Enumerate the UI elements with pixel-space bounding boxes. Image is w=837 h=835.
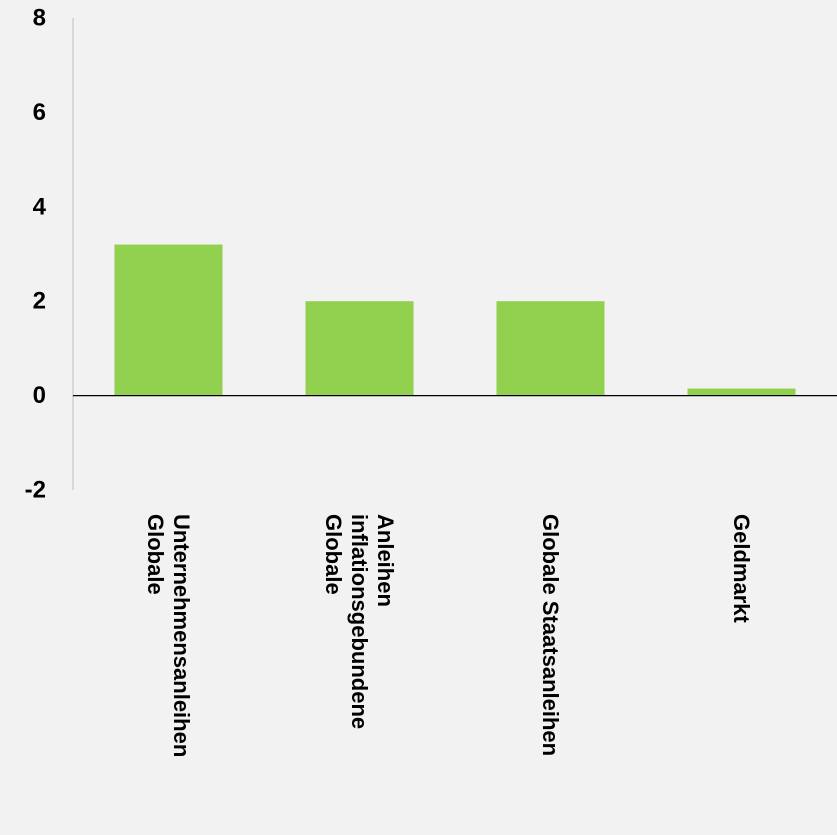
x-tick-label-line: Geldmarkt <box>729 514 754 623</box>
y-tick-label: 8 <box>33 5 46 32</box>
x-tick-label: Globale Unternehmensanleihen <box>143 514 194 757</box>
bar <box>305 301 414 396</box>
bar <box>114 244 223 396</box>
x-tick-label-line: Globale <box>143 514 168 595</box>
bar <box>496 301 605 396</box>
category-labels: Globale Unternehmensanleihen Globale inflat… <box>143 514 754 757</box>
bar <box>687 388 796 396</box>
y-tick-label: -2 <box>25 477 46 504</box>
x-tick-label-line: Unternehmensanleihen <box>169 514 194 757</box>
y-tick-label: 2 <box>33 288 46 315</box>
y-axis: -2 0 2 4 6 8 <box>25 5 74 504</box>
bars <box>114 244 796 396</box>
x-tick-label: Globale inflationsgebundene Anleihen <box>321 514 398 729</box>
x-tick-label-line: Globale <box>321 514 346 595</box>
y-tick-label: 4 <box>33 193 47 220</box>
y-tick-label: 6 <box>33 99 46 126</box>
x-tick-label-line: Globale Staatsanleihen <box>538 514 563 756</box>
y-tick-label: 0 <box>33 382 46 409</box>
x-tick-label: Globale Staatsanleihen <box>538 514 563 756</box>
x-tick-label-line: inflationsgebundene <box>347 514 372 729</box>
x-tick-label-line: Anleihen <box>373 514 398 607</box>
x-tick-label: Geldmarkt <box>729 514 754 623</box>
